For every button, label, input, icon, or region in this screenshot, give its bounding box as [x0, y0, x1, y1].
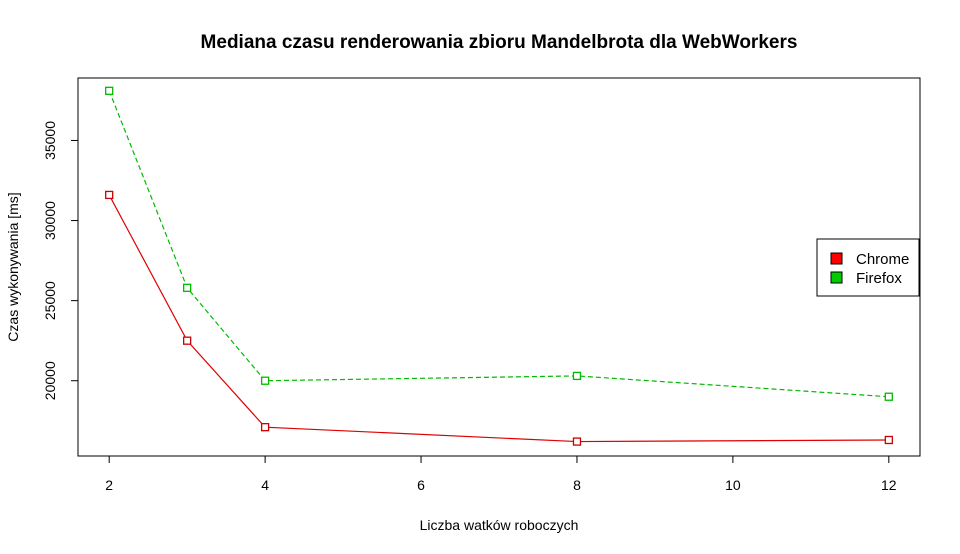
x-axis: 2 4 6 8 10 12	[105, 455, 897, 493]
data-point-chrome	[182, 336, 192, 345]
data-point-chrome	[572, 437, 582, 446]
legend-label-chrome: Chrome	[856, 251, 909, 268]
y-axis: 20000 25000 30000 35000	[42, 121, 79, 400]
data-point-chrome	[884, 435, 893, 445]
data-point-chrome	[105, 190, 114, 200]
y-tick-label: 30000	[42, 201, 58, 240]
data-point-firefox	[260, 376, 270, 385]
x-tick-label: 12	[881, 477, 897, 493]
legend-box	[816, 238, 920, 297]
legend-label-firefox: Firefox	[856, 270, 902, 287]
series-line-chrome	[108, 194, 889, 443]
series-line-firefox	[108, 90, 889, 398]
x-tick-label: 10	[725, 477, 741, 493]
data-point-chrome	[260, 423, 270, 432]
x-tick-label: 8	[573, 477, 581, 493]
data-point-firefox	[182, 283, 192, 292]
y-tick-label: 25000	[42, 281, 58, 320]
series-layer	[105, 86, 893, 446]
data-point-firefox	[105, 86, 114, 95]
series-firefox	[105, 86, 893, 401]
x-tick-label: 4	[261, 477, 269, 493]
x-axis-label: Liczba watków roboczych	[420, 517, 579, 533]
plot-frame	[77, 77, 921, 457]
chart-title: Mediana czasu renderowania zbioru Mandel…	[201, 32, 798, 53]
legend: Chrome Firefox	[816, 238, 920, 297]
legend-swatch-chrome	[830, 252, 843, 265]
x-tick-label: 6	[417, 477, 425, 493]
legend-swatch-firefox	[830, 271, 843, 284]
data-point-firefox	[572, 371, 582, 381]
y-tick-label: 35000	[42, 121, 58, 160]
data-point-firefox	[884, 392, 893, 401]
x-tick-label: 2	[105, 477, 113, 493]
y-tick-label: 20000	[42, 361, 58, 400]
y-axis-label: Czas wykonywania [ms]	[5, 192, 21, 341]
series-chrome	[105, 190, 893, 446]
